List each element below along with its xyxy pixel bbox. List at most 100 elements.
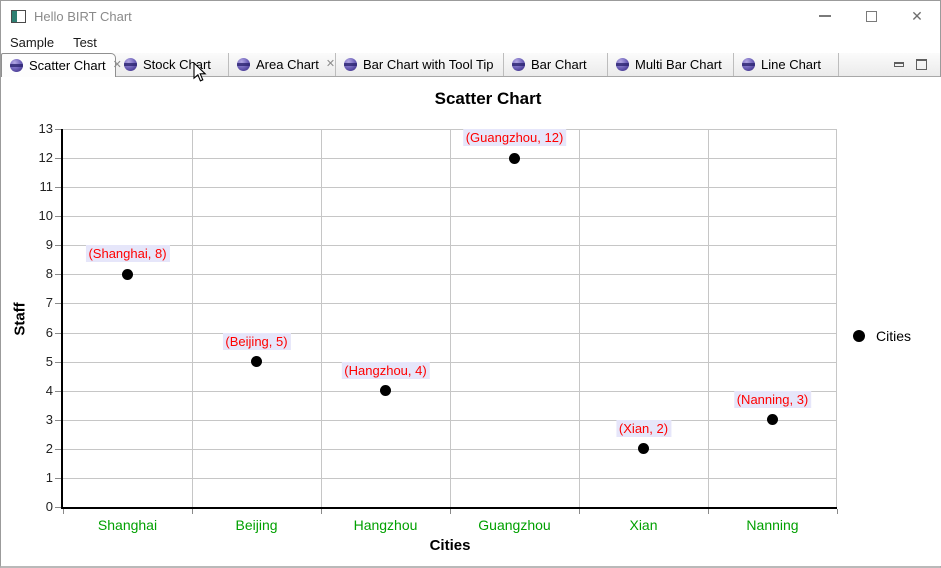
data-point-label-nanning: (Nanning, 3) xyxy=(733,390,812,408)
close-button[interactable]: ✕ xyxy=(894,1,940,31)
y-tick xyxy=(55,477,61,479)
legend-series-marker-icon xyxy=(853,330,865,342)
y-tick-label: 1 xyxy=(45,469,53,485)
y-tick-label: 5 xyxy=(45,353,53,369)
y-tick xyxy=(55,187,61,189)
v-gridline xyxy=(321,129,322,507)
y-tick xyxy=(55,245,61,247)
chart-sphere-icon xyxy=(10,59,23,72)
x-tick xyxy=(579,509,580,514)
y-tick-label: 6 xyxy=(45,324,53,340)
tab-close-icon[interactable]: ✕ xyxy=(325,58,336,70)
data-point-label-hangzhou: (Hangzhou, 4) xyxy=(341,361,430,379)
tab-close-icon[interactable]: ✕ xyxy=(112,59,122,71)
y-tick xyxy=(55,390,61,392)
scatter-chart-canvas: Scatter Chart 0 1 2 3 4 5 6 7 8 9 10 11 12 13 Shanghai… xyxy=(1,77,941,566)
data-point-beijing xyxy=(251,356,262,368)
category-label-nanning: Nanning xyxy=(746,517,799,533)
x-axis-line xyxy=(61,507,837,509)
y-tick-label: 0 xyxy=(45,499,53,514)
x-tick xyxy=(63,509,64,514)
y-axis-line xyxy=(61,129,63,509)
y-tick-label: 9 xyxy=(45,237,53,253)
y-tick xyxy=(55,303,61,305)
data-point-label-guangzhou: (Guangzhou, 12) xyxy=(462,129,567,147)
tab-label: Bar Chart xyxy=(531,57,587,72)
data-point-label-beijing: (Beijing, 5) xyxy=(222,332,291,350)
y-axis-title: Staff xyxy=(11,302,29,336)
y-tick-label: 8 xyxy=(45,266,53,282)
view-minimize-icon xyxy=(894,62,904,67)
v-gridline xyxy=(579,129,580,507)
category-label-shanghai: Shanghai xyxy=(97,517,158,533)
y-tick-label: 12 xyxy=(38,150,53,166)
chart-sphere-icon xyxy=(512,58,525,71)
tab-bar-chart[interactable]: Bar Chart xyxy=(504,53,608,76)
maximize-icon xyxy=(865,10,877,22)
category-label-beijing: Beijing xyxy=(235,517,278,533)
minimize-icon xyxy=(819,15,831,17)
tab-bar-spacer xyxy=(839,53,888,76)
y-tick xyxy=(55,274,61,276)
data-point-hangzhou xyxy=(380,385,391,397)
y-tick-label: 11 xyxy=(39,179,54,195)
data-point-nanning xyxy=(767,414,778,426)
tab-bar-chart-with-tool-tip[interactable]: Bar Chart with Tool Tip xyxy=(336,53,504,76)
data-point-xian xyxy=(638,443,649,455)
category-label-xian: Xian xyxy=(629,517,658,533)
chart-legend: Cities xyxy=(853,328,911,344)
tab-stock-chart[interactable]: Stock Chart xyxy=(116,53,229,76)
menu-item-sample[interactable]: Sample xyxy=(10,34,55,50)
chart-title: Scatter Chart xyxy=(434,89,542,108)
data-point-shanghai xyxy=(122,268,133,280)
tab-multi-bar-chart[interactable]: Multi Bar Chart xyxy=(608,53,734,76)
view-maximize-icon xyxy=(915,59,927,70)
chart-sphere-icon xyxy=(124,58,137,71)
x-tick xyxy=(450,509,451,514)
x-tick xyxy=(192,509,193,514)
tab-scatter-chart[interactable]: Scatter Chart ✕ xyxy=(1,53,122,77)
tab-label: Stock Chart xyxy=(143,57,211,72)
tab-area-chart[interactable]: Area Chart ✕ xyxy=(229,53,336,76)
data-point-label-xian: (Xian, 2) xyxy=(615,419,672,437)
v-gridline xyxy=(450,129,451,507)
data-point-label-shanghai: (Shanghai, 8) xyxy=(85,245,170,263)
tab-label: Area Chart xyxy=(256,57,319,72)
title-bar: Hello BIRT Chart ✕ xyxy=(1,1,940,31)
y-tick-label: 13 xyxy=(38,121,53,136)
y-tick xyxy=(55,361,61,363)
view-minimize-button[interactable] xyxy=(888,54,910,76)
y-tick xyxy=(55,448,61,450)
y-tick-label: 3 xyxy=(45,411,53,427)
tab-label: Multi Bar Chart xyxy=(635,57,722,72)
menu-item-test[interactable]: Test xyxy=(73,34,97,50)
legend-series-label: Cities xyxy=(876,328,912,344)
chart-sphere-icon xyxy=(344,58,357,71)
chart-sphere-icon xyxy=(237,58,250,71)
tab-label: Scatter Chart xyxy=(29,58,106,73)
view-maximize-button[interactable] xyxy=(910,54,932,76)
data-point-guangzhou xyxy=(509,152,520,164)
window-controls: ✕ xyxy=(802,1,940,31)
plot-right-border xyxy=(836,129,837,507)
category-label-guangzhou: Guangzhou xyxy=(478,517,551,533)
app-icon xyxy=(11,9,26,23)
x-axis-title: Cities xyxy=(429,537,471,554)
menu-bar: Sample Test xyxy=(1,31,940,53)
x-tick xyxy=(837,509,838,514)
x-tick xyxy=(321,509,322,514)
maximize-button[interactable] xyxy=(848,1,894,31)
minimize-button[interactable] xyxy=(802,1,848,31)
window-title: Hello BIRT Chart xyxy=(34,8,132,24)
tab-label: Line Chart xyxy=(761,57,821,72)
chart-sphere-icon xyxy=(616,58,629,71)
tab-line-chart[interactable]: Line Chart xyxy=(734,53,839,76)
y-tick-label: 4 xyxy=(45,382,53,398)
y-tick xyxy=(55,129,61,130)
view-buttons xyxy=(888,53,932,76)
y-tick-label: 7 xyxy=(45,295,53,311)
category-label-hangzhou: Hangzhou xyxy=(353,517,418,533)
close-icon: ✕ xyxy=(911,8,923,24)
tab-bar: Scatter Chart ✕ Stock Chart Area Chart ✕ Bar … xyxy=(1,53,940,77)
